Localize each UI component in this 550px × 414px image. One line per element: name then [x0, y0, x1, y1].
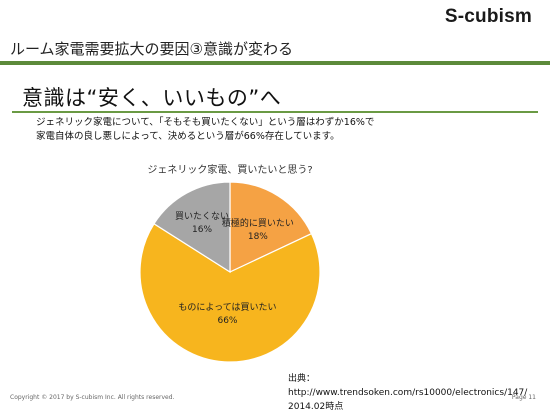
slice-unwilling-value: 16%	[192, 225, 212, 235]
slice-eager-value: 18%	[248, 232, 268, 242]
description: ジェネリック家電について、「そもそも買いたくない」という層はわずか16%で 家電…	[36, 116, 536, 144]
header-divider	[0, 61, 550, 65]
brand-logo: S-cubism	[444, 6, 532, 27]
slice-depends	[139, 222, 321, 363]
copyright: Copyright © 2017 by S-cubism Inc. All ri…	[10, 394, 175, 401]
source: 出典：http://www.trendsoken.com/rs10000/ele…	[288, 372, 550, 414]
chart-title: ジェネリック家電、買いたいと思う?	[147, 163, 312, 176]
page-heading: 意識は“安く、いいもの”へ	[22, 86, 282, 110]
slice-unwilling	[153, 181, 231, 274]
heading-underline	[12, 111, 538, 113]
slice-unwilling-label: 買いたくない	[175, 211, 229, 222]
slice-eager-label: 積極的に買いたい	[222, 217, 294, 229]
source-date: 2014.02時点	[288, 402, 344, 412]
slice-depends-label: ものによっては買いたい	[178, 302, 276, 313]
description-line-2: 家電自体の良し悪しによって、決めるという層が66%存在しています。	[36, 131, 340, 142]
description-line-1: ジェネリック家電について、「そもそも買いたくない」という層はわずか16%で	[36, 117, 375, 128]
slice-depends-value: 66%	[217, 316, 237, 326]
page-number: Page 11	[511, 394, 536, 401]
slice-eager	[229, 181, 313, 273]
header-title: ルーム家電需要拡大の要因③意識が変わる	[10, 40, 293, 58]
source-url: 出典：http://www.trendsoken.com/rs10000/ele…	[288, 374, 528, 398]
